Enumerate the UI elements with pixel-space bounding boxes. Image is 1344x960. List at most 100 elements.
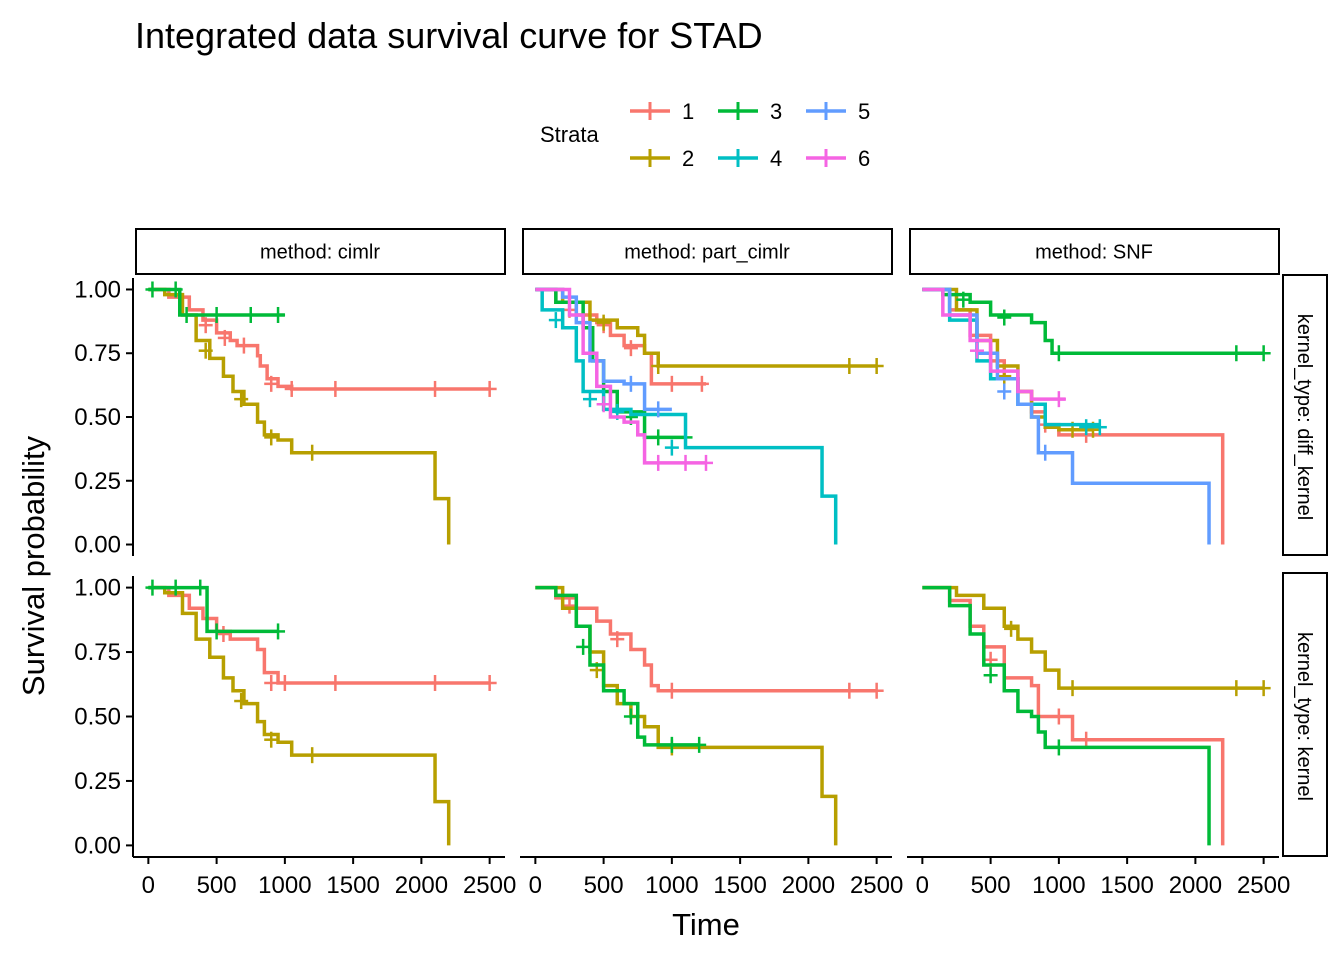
censor-mark-strata-3 <box>983 667 998 684</box>
survival-curve-strata-5 <box>922 287 1211 545</box>
chart-title: Integrated data survival curve for STAD <box>135 15 763 56</box>
censor-mark-strata-1 <box>428 674 443 691</box>
y-tick-label: 0.00 <box>74 532 121 559</box>
x-tick-label: 2000 <box>782 872 835 899</box>
x-tick-label: 2500 <box>850 872 903 899</box>
column-strip-label: method: cimlr <box>260 242 380 264</box>
legend-title: Strata <box>540 122 599 147</box>
legend-label: 6 <box>858 146 870 171</box>
censor-mark-strata-3 <box>1051 345 1066 362</box>
censor-mark-strata-6 <box>596 396 611 413</box>
censor-mark-strata-1 <box>264 674 279 691</box>
y-tick-label: 0.25 <box>74 468 121 495</box>
row-strip-label: kernel_type: kernel <box>1293 632 1315 801</box>
censor-mark-strata-1 <box>217 329 232 346</box>
censor-mark-strata-3 <box>997 309 1012 326</box>
survival-curve-strata-6 <box>922 287 1066 401</box>
censor-mark-strata-4 <box>1092 419 1107 436</box>
censor-mark-strata-5 <box>651 401 666 418</box>
censor-mark-strata-2 <box>1004 620 1019 637</box>
y-tick-label: 0.75 <box>74 340 121 367</box>
censor-mark-strata-6 <box>651 454 666 471</box>
censor-mark-strata-2 <box>596 314 611 331</box>
legend-label: 3 <box>770 99 782 124</box>
y-tick-label: 1.00 <box>74 276 121 303</box>
column-strip-box <box>909 228 1280 275</box>
y-tick-label: 0.75 <box>74 639 121 666</box>
x-tick-label: 1000 <box>1032 872 1085 899</box>
censor-mark-strata-2 <box>264 731 279 748</box>
row-strip-label: kernel_type: diff_kernel <box>1293 314 1315 520</box>
x-tick-label: 0 <box>916 872 929 899</box>
censor-mark-strata-3 <box>623 708 638 725</box>
censor-mark-strata-3 <box>271 623 286 640</box>
censor-mark-strata-3 <box>145 281 160 298</box>
legend-items: 1 2 3 4 5 6 <box>630 99 870 171</box>
censor-mark-strata-3 <box>271 306 286 323</box>
censor-mark-strata-6 <box>969 342 984 359</box>
y-tick-label: 0.25 <box>74 768 121 795</box>
censor-mark-strata-2 <box>264 429 279 446</box>
column-strip-label: method: SNF <box>1035 242 1153 264</box>
panel-1-2 <box>922 585 1271 846</box>
censor-mark-strata-1 <box>1051 708 1066 725</box>
censor-mark-strata-2 <box>869 357 884 374</box>
x-tick-label: 0 <box>529 872 542 899</box>
censor-mark-strata-3 <box>193 579 208 596</box>
censor-mark-strata-1 <box>284 380 299 397</box>
censor-mark-strata-2 <box>651 357 666 374</box>
censor-mark-strata-1 <box>842 682 857 699</box>
y-axis-title: Survival probability <box>16 435 51 696</box>
x-tick-label: 0 <box>142 872 155 899</box>
censor-mark-strata-4 <box>548 312 563 329</box>
legend-item-5: 5 <box>806 99 870 124</box>
panel-0-2 <box>922 287 1271 545</box>
survival-curve-strata-1 <box>922 287 1225 545</box>
censor-mark-strata-2 <box>305 747 320 764</box>
censor-mark-strata-1 <box>264 375 279 392</box>
y-tick-label: 0.50 <box>74 704 121 731</box>
censor-mark-strata-3 <box>651 429 666 446</box>
survival-curve-strata-1 <box>535 585 877 693</box>
censor-mark-strata-1 <box>869 682 884 699</box>
survival-curve-strata-1 <box>148 585 490 685</box>
x-tick-label: 500 <box>584 872 624 899</box>
legend-item-4: 4 <box>718 146 782 171</box>
censor-mark-strata-3 <box>145 579 160 596</box>
x-tick-label: 1000 <box>645 872 698 899</box>
censor-mark-strata-2 <box>234 391 249 408</box>
panel-0-0 <box>145 281 497 545</box>
x-tick-label: 1500 <box>713 872 766 899</box>
censor-mark-strata-6 <box>699 454 713 471</box>
panel-1-0 <box>145 579 497 846</box>
censor-mark-strata-3 <box>168 579 183 596</box>
censor-mark-strata-3 <box>692 736 707 753</box>
survival-curve-strata-3 <box>922 585 1211 846</box>
survival-curve-strata-2 <box>148 585 451 846</box>
censor-mark-strata-2 <box>198 342 213 359</box>
x-axis-title: Time <box>672 907 740 942</box>
x-tick-label: 500 <box>971 872 1011 899</box>
survival-curve-strata-1 <box>148 287 490 391</box>
censor-mark-strata-1 <box>1079 731 1094 748</box>
x-tick-label: 500 <box>197 872 237 899</box>
y-tick-label: 0.50 <box>74 404 121 431</box>
legend-label: 5 <box>858 99 870 124</box>
censor-mark-strata-3 <box>956 291 971 308</box>
legend-item-6: 6 <box>806 146 870 171</box>
column-strip-box <box>135 228 506 275</box>
censor-mark-strata-3 <box>1229 345 1244 362</box>
censor-mark-strata-1 <box>694 375 709 392</box>
censor-mark-strata-6 <box>678 454 693 471</box>
censor-mark-strata-1 <box>236 337 251 354</box>
censor-mark-strata-3 <box>664 736 679 753</box>
row-strip-box <box>1282 572 1328 857</box>
survival-curve-strata-3 <box>922 287 1264 355</box>
censor-mark-strata-3 <box>179 306 194 323</box>
censor-mark-strata-2 <box>1065 680 1080 697</box>
censor-mark-strata-1 <box>328 380 343 397</box>
censor-mark-strata-5 <box>623 375 638 392</box>
x-tick-label: 2000 <box>395 872 448 899</box>
x-tick-label: 1500 <box>326 872 379 899</box>
